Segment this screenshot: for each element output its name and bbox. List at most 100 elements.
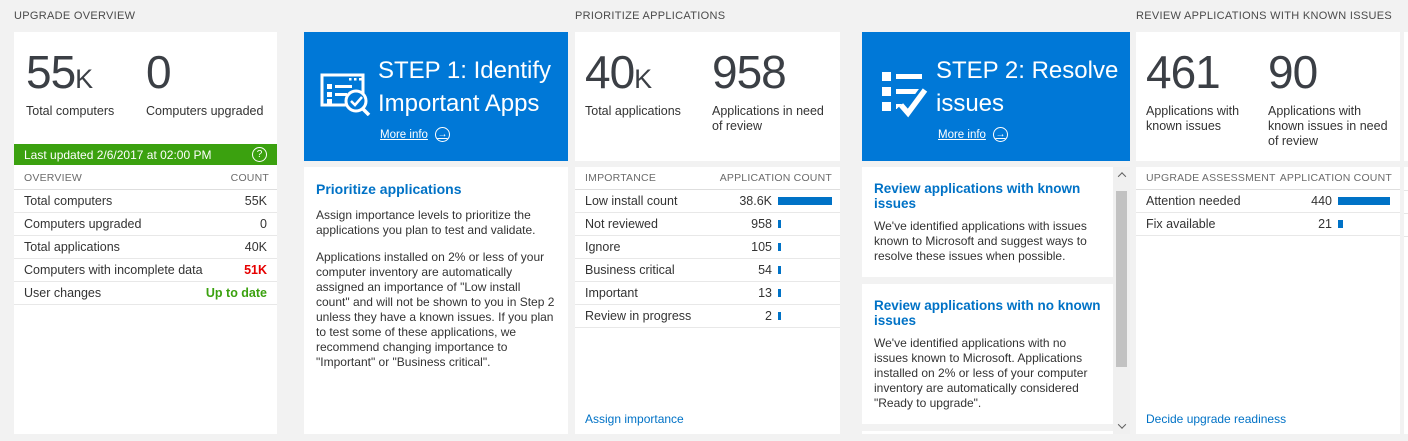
column-header: OVERVIEW — [24, 172, 83, 184]
row-label: Total applications — [24, 240, 120, 254]
row-value: 0 — [260, 217, 267, 231]
decide-upgrade-readiness-link[interactable]: Decide upgrade readiness — [1146, 412, 1287, 426]
section-label-review-known-issues: REVIEW APPLICATIONS WITH KNOWN ISSUES — [1136, 10, 1392, 22]
row-label: Computers with incomplete data — [24, 263, 203, 277]
step2-more-info-link[interactable]: More info → — [938, 127, 1008, 142]
known-issues-stat-card: 461 Applications with known issues 90 Ap… — [1136, 32, 1400, 161]
table-row[interactable]: Total applications 40K — [14, 236, 277, 259]
resolve-issues-icon — [882, 72, 930, 118]
importance-table-card: IMPORTANCE APPLICATION COUNT Low install… — [575, 167, 840, 434]
row-label: Business critical — [585, 263, 675, 277]
resolve-issues-info-card: Review applications with known issues We'… — [862, 167, 1130, 434]
stat-caption: Applications with known issues — [1146, 104, 1240, 133]
column-header: APPLICATION COUNT — [719, 172, 832, 184]
row-value: 13 — [758, 286, 772, 300]
scroll-down-arrow-icon[interactable] — [1113, 418, 1130, 434]
count-bar — [778, 197, 832, 205]
column-header: APPLICATION COUNT — [1279, 172, 1392, 184]
row-label: Review in progress — [585, 309, 692, 323]
resolve-section: Review applications with known issues We'… — [862, 167, 1113, 277]
table-row[interactable]: Ignore 105 — [575, 236, 840, 259]
count-bar-area — [772, 243, 832, 251]
section-heading-link[interactable]: Review applications with known issues — [874, 181, 1081, 211]
stat-value: 958 — [712, 46, 787, 98]
table-row[interactable]: Business critical 54 — [575, 259, 840, 282]
table-header: UPGRADE ASSESSMENT APPLICATION COUNT — [1136, 167, 1400, 190]
table-row[interactable]: Computers with incomplete data 51K — [14, 259, 277, 282]
resolve-section: Review applications with no known issues… — [862, 284, 1113, 424]
column-header: UPGRADE ASSESSMENT — [1146, 172, 1276, 184]
table-row[interactable]: Important 13 — [575, 282, 840, 305]
section-heading-link[interactable]: Review applications with no known issues — [874, 298, 1101, 328]
assign-importance-link[interactable]: Assign importance — [585, 412, 684, 426]
stat-caption: Applications in need of review — [712, 104, 824, 133]
step1-more-info-link[interactable]: More info → — [380, 127, 450, 142]
count-bar — [778, 266, 781, 274]
table-row[interactable]: User changes Up to date — [14, 282, 277, 305]
section-label-prioritize-applications: PRIORITIZE APPLICATIONS — [575, 10, 726, 22]
scroll-up-arrow-icon[interactable] — [1113, 167, 1130, 183]
count-bar — [778, 289, 781, 297]
info-paragraph: Applications installed on 2% or less of … — [316, 250, 555, 369]
row-value: 958 — [751, 217, 772, 231]
section-label-upgrade-overview: UPGRADE OVERVIEW — [14, 10, 136, 22]
count-bar-area — [772, 266, 832, 274]
row-label: Low install count — [585, 194, 678, 208]
count-bar-area — [1332, 197, 1392, 205]
row-label: User changes — [24, 286, 102, 300]
stat-caption: Computers upgraded — [146, 104, 264, 118]
stat-apps-need-review: 958 Applications in need of review — [712, 48, 830, 134]
count-bar-area — [772, 220, 832, 228]
table-row[interactable]: Computers upgraded 0 — [14, 213, 277, 236]
importance-table: IMPORTANCE APPLICATION COUNT Low install… — [575, 167, 840, 328]
table-row[interactable]: Not reviewed 958 — [575, 213, 840, 236]
vertical-scrollbar[interactable] — [1113, 167, 1130, 434]
row-value: 55K — [244, 194, 267, 208]
count-bar-area — [772, 197, 832, 205]
row-label: Not reviewed — [585, 217, 658, 231]
step2-card[interactable]: STEP 2: Resolve issues More info → — [862, 32, 1130, 161]
count-bar — [1338, 197, 1390, 205]
arrow-right-icon: → — [992, 127, 1008, 142]
step2-title: STEP 2: Resolve issues — [936, 57, 1119, 117]
section-divider — [862, 424, 1113, 431]
info-paragraph: Assign importance levels to prioritize t… — [316, 208, 536, 237]
row-value: 21 — [1318, 217, 1332, 231]
row-label: Attention needed — [1146, 194, 1241, 208]
row-label: Important — [585, 286, 638, 300]
count-bar — [778, 220, 781, 228]
next-panel-edge — [1404, 167, 1408, 434]
last-updated-banner: Last updated 2/6/2017 at 02:00 PM ? — [14, 144, 277, 165]
table-row[interactable]: Low install count 38.6K — [575, 190, 840, 213]
stat-total-computers: 55K Total computers — [26, 48, 114, 119]
row-label: Computers upgraded — [24, 217, 142, 231]
table-row[interactable]: Review in progress 2 — [575, 305, 840, 328]
scrollbar-thumb[interactable] — [1116, 191, 1127, 367]
stat-computers-upgraded: 0 Computers upgraded — [146, 48, 263, 119]
row-label: Fix available — [1146, 217, 1216, 231]
help-icon[interactable]: ? — [252, 147, 267, 162]
column-header: IMPORTANCE — [585, 172, 657, 184]
step1-card[interactable]: STEP 1: Identify Important Apps More inf… — [304, 32, 568, 161]
next-panel-edge — [1404, 32, 1408, 161]
table-header: IMPORTANCE APPLICATION COUNT — [575, 167, 840, 190]
row-value: 38.6K — [739, 194, 772, 208]
row-value: Up to date — [205, 286, 267, 300]
row-value: 54 — [758, 263, 772, 277]
count-bar-area — [1332, 220, 1392, 228]
count-bar — [778, 312, 781, 320]
prioritize-applications-heading[interactable]: Prioritize applications — [316, 181, 462, 197]
row-value: 2 — [765, 309, 772, 323]
section-text: We've identified applications with no is… — [874, 336, 1088, 410]
identify-apps-icon — [320, 73, 371, 116]
stat-caption: Total computers — [26, 104, 115, 118]
stat-known-issues-need-review: 90 Applications with known issues in nee… — [1268, 48, 1394, 149]
table-row[interactable]: Attention needed 440 — [1136, 190, 1400, 213]
table-row[interactable]: Fix available 21 — [1136, 213, 1400, 236]
table-row[interactable]: Total computers 55K — [14, 190, 277, 213]
step1-title: STEP 1: Identify Important Apps — [378, 57, 551, 117]
upgrade-assessment-table: UPGRADE ASSESSMENT APPLICATION COUNT Att… — [1136, 167, 1400, 236]
resolve-sections: Review applications with known issues We'… — [862, 167, 1113, 434]
